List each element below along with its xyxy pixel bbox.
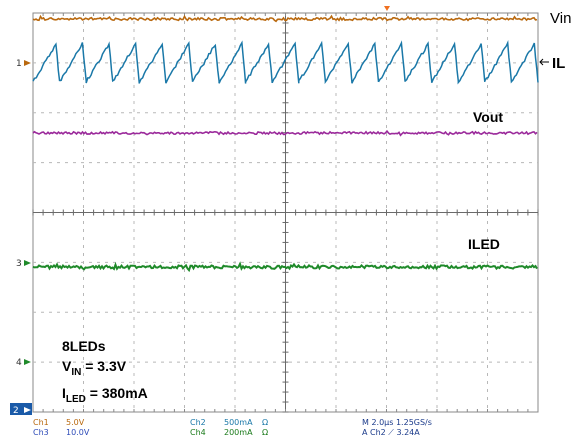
ch2-marker-box — [10, 403, 32, 415]
ch3-scale: 10.0V — [66, 428, 90, 437]
iled-trace — [32, 261, 538, 273]
il-level-arrow — [539, 58, 549, 66]
iled-label: ILED — [468, 236, 500, 252]
ch2-unit: Ω — [262, 418, 269, 427]
ground-marker-label: 3 — [16, 259, 22, 269]
ch4-scale: 200mA — [224, 428, 253, 437]
ch3-name: Ch3 — [33, 428, 49, 437]
trigger-position-marker — [384, 6, 390, 11]
led-count-text: 8LEDs — [62, 338, 106, 354]
ground-marker-arrow — [24, 260, 31, 266]
ground-marker-arrow — [24, 60, 31, 66]
ground-marker-arrow — [24, 359, 31, 365]
ground-markers: 1 3 4 2 — [10, 59, 32, 416]
iled-condition: ILED = 380mA — [62, 384, 148, 405]
ch2-scale: 500mA — [224, 418, 253, 427]
vout-label: Vout — [473, 109, 504, 125]
ground-marker-label: 2 — [13, 406, 19, 416]
ch4-name: Ch4 — [190, 428, 206, 437]
test-conditions-annotation: 8LEDs VIN = 3.3V ILED = 380mA — [62, 336, 148, 410]
vin-label: Vin — [550, 10, 572, 27]
ch1-scale: 5.0V — [66, 418, 85, 427]
traces — [32, 6, 549, 273]
ground-marker-arrow — [24, 407, 31, 413]
ground-marker-label: 4 — [16, 358, 22, 368]
il-trace — [32, 39, 539, 85]
ch1-name: Ch1 — [33, 418, 49, 427]
ch2-name: Ch2 — [190, 418, 206, 427]
il-label: IL — [552, 55, 566, 72]
vout-trace — [32, 129, 538, 137]
graticule — [32, 12, 539, 413]
timebase-readout: M 2.0µs 1.25GS/s — [362, 418, 432, 427]
vin-trace — [32, 14, 538, 23]
vin-condition: VIN = 3.3V — [62, 358, 127, 378]
trigger-readout: A Ch2 ⟋ 3.24A — [362, 428, 420, 437]
ch4-unit: Ω — [262, 428, 269, 437]
ground-marker-label: 1 — [16, 59, 22, 69]
